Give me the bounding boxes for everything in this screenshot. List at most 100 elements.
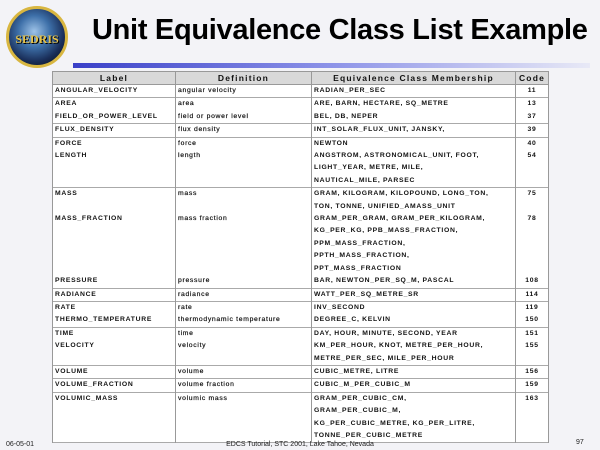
- member-line: TON, TONNE, UNIFIED_AMASS_UNIT: [314, 202, 456, 210]
- member-line: KG_PER_CUBIC_METRE, KG_PER_LITRE,: [314, 419, 475, 427]
- membership-cell: KM_PER_HOUR, KNOT, METRE_PER_HOUR, METRE_…: [311, 340, 516, 366]
- unit-label: RATE: [52, 301, 176, 315]
- unit-label: VOLUME_FRACTION: [52, 378, 176, 393]
- table-row: LENGTH length ANGSTROM, ASTRONOMICAL_UNIT,…: [52, 150, 549, 188]
- member-line: ANGSTROM, ASTRONOMICAL_UNIT, FOOT,: [314, 152, 480, 160]
- unit-code: 37: [515, 110, 549, 124]
- member-line: TONNE_PER_CUBIC_METRE: [314, 431, 423, 439]
- unit-definition: thermodynamic temperature: [175, 314, 312, 328]
- unit-definition: area: [175, 97, 312, 111]
- unit-code: 119: [515, 301, 549, 315]
- unit-definition: mass: [175, 187, 312, 214]
- unit-definition: volumic mass: [175, 392, 312, 443]
- membership-cell: CUBIC_M_PER_CUBIC_M: [311, 378, 516, 393]
- unit-code: 40: [515, 137, 549, 151]
- unit-definition: flux density: [175, 123, 312, 138]
- member-line: INT_SOLAR_FLUX_UNIT, JANSKY,: [314, 126, 446, 134]
- unit-definition: rate: [175, 301, 312, 315]
- unit-code: 108: [515, 275, 549, 288]
- unit-definition: radiance: [175, 288, 312, 302]
- table-row: FIELD_OR_POWER_LEVEL field or power level…: [52, 110, 549, 124]
- unit-label: AREA: [52, 97, 176, 111]
- membership-cell: GRAM_PER_GRAM, GRAM_PER_KILOGRAM, KG_PER_…: [311, 213, 516, 276]
- row-group: VOLUME_FRACTION volume fraction CUBIC_M_PE…: [52, 378, 549, 393]
- unit-code: 39: [515, 123, 549, 138]
- table-row: PRESSURE pressure BAR, NEWTON_PER_SQ_M, PA…: [52, 275, 549, 288]
- header-label: Label: [52, 71, 176, 85]
- header-definition: Definition: [175, 71, 312, 85]
- unit-code: 156: [515, 365, 549, 379]
- table-row: FLUX_DENSITY flux density INT_SOLAR_FLUX_U…: [52, 123, 549, 138]
- member-line: PPTH_MASS_FRACTION,: [314, 252, 410, 260]
- member-line: ARE, BARN, HECTARE, SQ_METRE: [314, 100, 449, 108]
- unit-equivalence-table: Label Definition Equivalence Class Membe…: [52, 71, 549, 444]
- row-group: ANGULAR_VELOCITY angular velocity RADIAN_P…: [52, 84, 549, 98]
- unit-code: 159: [515, 378, 549, 393]
- membership-cell: BAR, NEWTON_PER_SQ_M, PASCAL: [311, 275, 516, 288]
- unit-label: FIELD_OR_POWER_LEVEL: [52, 110, 176, 124]
- table-row: RATE rate INV_SECOND 119: [52, 301, 549, 315]
- page-title: Unit Equivalence Class List Example: [92, 14, 588, 46]
- member-line: RADIAN_PER_SEC: [314, 87, 386, 94]
- unit-label: VOLUMIC_MASS: [52, 392, 176, 443]
- table-row: MASS_FRACTION mass fraction GRAM_PER_GRAM,…: [52, 213, 549, 276]
- membership-cell: DEGREE_C, KELVIN: [311, 314, 516, 328]
- unit-definition: volume fraction: [175, 378, 312, 393]
- table-header-row: Label Definition Equivalence Class Membe…: [52, 71, 549, 85]
- row-group: RATE rate INV_SECOND 119 THERMO_TEMPERATURE t…: [52, 301, 549, 328]
- unit-definition: pressure: [175, 275, 312, 288]
- unit-code: 163: [515, 392, 549, 443]
- table-row: VOLUME volume CUBIC_METRE, LITRE 156: [52, 365, 549, 379]
- row-group: MASS mass GRAM, KILOGRAM, KILOPOUND, LONG_…: [52, 187, 549, 288]
- membership-cell: RADIAN_PER_SEC: [311, 84, 516, 98]
- table-row: TIME time DAY, HOUR, MINUTE, SECOND, YEAR 1…: [52, 327, 549, 341]
- unit-label: VELOCITY: [52, 340, 176, 366]
- unit-definition: velocity: [175, 340, 312, 366]
- member-line: KG_PER_KG, PPB_MASS_FRACTION,: [314, 227, 459, 235]
- member-line: CUBIC_M_PER_CUBIC_M: [314, 381, 411, 389]
- unit-definition: field or power level: [175, 110, 312, 124]
- unit-code: 155: [515, 340, 549, 366]
- member-line: CUBIC_METRE, LITRE: [314, 367, 400, 375]
- table-row: VOLUME_FRACTION volume fraction CUBIC_M_PE…: [52, 378, 549, 393]
- unit-label: FORCE: [52, 137, 176, 151]
- membership-cell: INT_SOLAR_FLUX_UNIT, JANSKY,: [311, 123, 516, 138]
- unit-label: VOLUME: [52, 365, 176, 379]
- unit-definition: length: [175, 150, 312, 188]
- row-group: FLUX_DENSITY flux density INT_SOLAR_FLUX_U…: [52, 123, 549, 138]
- membership-cell: WATT_PER_SQ_METRE_SR: [311, 288, 516, 302]
- table-row: FORCE force NEWTON 40: [52, 137, 549, 151]
- unit-definition: mass fraction: [175, 213, 312, 276]
- unit-code: 54: [515, 150, 549, 188]
- table-row: VOLUMIC_MASS volumic mass GRAM_PER_CUBIC_C…: [52, 392, 549, 443]
- unit-code: 78: [515, 213, 549, 276]
- unit-label: TIME: [52, 327, 176, 341]
- unit-definition: time: [175, 327, 312, 341]
- member-line: KM_PER_HOUR, KNOT, METRE_PER_HOUR,: [314, 342, 484, 350]
- page-number: 97: [576, 439, 584, 446]
- unit-label: FLUX_DENSITY: [52, 123, 176, 138]
- membership-cell: GRAM_PER_CUBIC_CM, GRAM_PER_CUBIC_M, KG_PE…: [311, 392, 516, 443]
- unit-definition: volume: [175, 365, 312, 379]
- unit-label: MASS_FRACTION: [52, 213, 176, 276]
- member-line: DAY, HOUR, MINUTE, SECOND, YEAR: [314, 329, 458, 337]
- unit-code: 151: [515, 327, 549, 341]
- membership-cell: INV_SECOND: [311, 301, 516, 315]
- footer-date: 06-05-01: [6, 441, 35, 448]
- table-row: THERMO_TEMPERATURE thermodynamic temperat…: [52, 314, 549, 328]
- unit-code: 150: [515, 314, 549, 328]
- membership-cell: GRAM, KILOGRAM, KILOPOUND, LONG_TON, TON,…: [311, 187, 516, 214]
- row-group: RADIANCE radiance WATT_PER_SQ_METRE_SR 114: [52, 288, 549, 302]
- membership-cell: NEWTON: [311, 137, 516, 151]
- unit-label: ANGULAR_VELOCITY: [52, 84, 176, 98]
- unit-code: 13: [515, 97, 549, 111]
- membership-cell: ANGSTROM, ASTRONOMICAL_UNIT, FOOT, LIGHT_…: [311, 150, 516, 188]
- member-line: GRAM_PER_GRAM, GRAM_PER_KILOGRAM,: [314, 215, 486, 223]
- unit-code: 11: [515, 84, 549, 98]
- table-row: ANGULAR_VELOCITY angular velocity RADIAN_P…: [52, 84, 549, 98]
- member-line: BAR, NEWTON_PER_SQ_M, PASCAL: [314, 277, 455, 285]
- unit-definition: angular velocity: [175, 84, 312, 98]
- row-group: FORCE force NEWTON 40 LENGTH length ANGSTROM, …: [52, 137, 549, 188]
- logo-text: SEDRIS: [15, 32, 59, 46]
- unit-code: 114: [515, 288, 549, 302]
